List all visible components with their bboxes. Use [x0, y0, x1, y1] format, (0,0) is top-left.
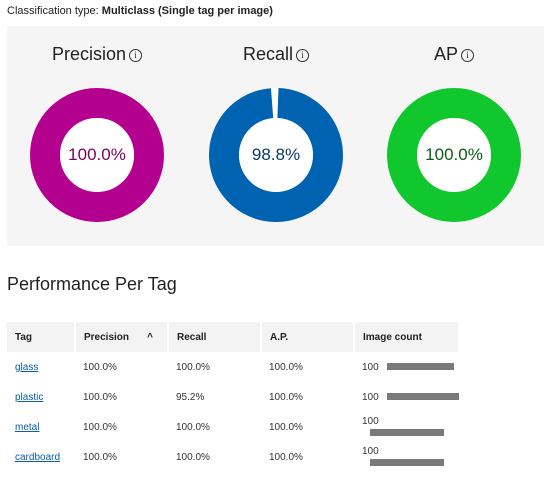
table-row: cardboard 100.0% 100.0% 100.0% 100: [7, 442, 459, 472]
donut-arc: [30, 88, 164, 222]
image-count-cell: 100: [354, 412, 459, 442]
col-tag[interactable]: Tag: [7, 322, 76, 352]
ap-value: 100.0%: [425, 145, 483, 164]
precision-cell: 100.0%: [83, 451, 117, 463]
tag-cell[interactable]: plastic: [7, 382, 75, 412]
donut-hole: [239, 118, 313, 192]
table-row: metal 100.0% 100.0% 100.0% 100: [7, 412, 459, 442]
tag-cell[interactable]: metal: [7, 412, 75, 442]
col-image-count[interactable]: Image count: [354, 322, 460, 352]
tag-link[interactable]: glass: [15, 361, 39, 373]
ap-cell: 100.0%: [269, 421, 303, 433]
tag-link[interactable]: metal: [15, 421, 40, 433]
image-count-cell: 100: [354, 382, 459, 412]
info-icon[interactable]: i: [461, 48, 474, 62]
donut-arc: [209, 88, 343, 222]
col-recall[interactable]: Recall: [168, 322, 262, 352]
tag-cell[interactable]: glass: [7, 352, 75, 382]
recall-donut: [209, 88, 343, 222]
info-icon[interactable]: i: [296, 48, 310, 62]
classification-label: Classification type:: [7, 5, 99, 17]
recall-cell: 95.2%: [176, 391, 205, 403]
classification-type: Classification type: Multiclass (Single …: [7, 5, 273, 17]
classification-value: Multiclass (Single tag per image): [101, 5, 273, 17]
ap-cell: 100.0%: [269, 361, 303, 373]
image-count-value: 100: [362, 416, 379, 427]
ap-metric: AP i 100.0%: [364, 26, 544, 246]
metrics-panel: Precision i 100.0% Recall i 98.8% AP i 100.…: [7, 26, 544, 246]
recall-title: Recall i: [186, 44, 366, 65]
ap-donut: [387, 88, 521, 222]
table-row: plastic 100.0% 95.2% 100.0% 100: [7, 382, 459, 412]
precision-cell: 100.0%: [83, 391, 117, 403]
recall-value: 98.8%: [251, 145, 301, 164]
precision-value: 100.0%: [68, 145, 126, 164]
tag-cell[interactable]: cardboard: [7, 442, 75, 472]
recall-metric: Recall i 98.8%: [186, 26, 366, 246]
section-title: Performance Per Tag: [7, 274, 177, 294]
ap-cell: 100.0%: [269, 451, 303, 463]
precision-cell: 100.0%: [83, 421, 117, 433]
table-header-row: Tag Precision ^ Recall A.P. Image count: [7, 322, 460, 352]
image-count-bar: [386, 363, 454, 371]
tag-link[interactable]: cardboard: [15, 451, 61, 463]
precision-metric: Precision i 100.0%: [7, 26, 187, 246]
image-count-cell: 100: [354, 442, 459, 472]
image-count-value: 100: [362, 361, 379, 373]
donut-arc: [387, 88, 521, 222]
sort-ascending-icon[interactable]: ^: [147, 331, 153, 343]
col-precision[interactable]: Precision ^: [75, 322, 169, 352]
performance-table: Tag Precision ^ Recall A.P. Image count …: [7, 322, 460, 472]
precision-cell: 100.0%: [83, 361, 117, 373]
recall-cell: 100.0%: [176, 451, 210, 463]
precision-title: Precision i: [7, 44, 187, 65]
col-ap[interactable]: A.P.: [261, 322, 355, 352]
recall-cell: 100.0%: [176, 361, 210, 373]
recall-cell: 100.0%: [176, 421, 210, 433]
ap-cell: 100.0%: [269, 391, 303, 403]
precision-donut: [30, 88, 164, 222]
info-icon[interactable]: i: [129, 48, 143, 62]
image-count-bar: [370, 428, 444, 436]
image-count-value: 100: [362, 446, 379, 457]
donut-hole: [417, 118, 491, 192]
image-count-value: 100: [362, 391, 379, 403]
image-count-bar: [370, 458, 444, 466]
donut-hole: [60, 118, 134, 192]
table-row: glass 100.0% 100.0% 100.0% 100: [7, 352, 459, 382]
ap-title: AP i: [364, 44, 544, 65]
image-count-cell: 100: [354, 352, 459, 382]
tag-link[interactable]: plastic: [15, 391, 44, 403]
image-count-bar: [386, 393, 459, 401]
